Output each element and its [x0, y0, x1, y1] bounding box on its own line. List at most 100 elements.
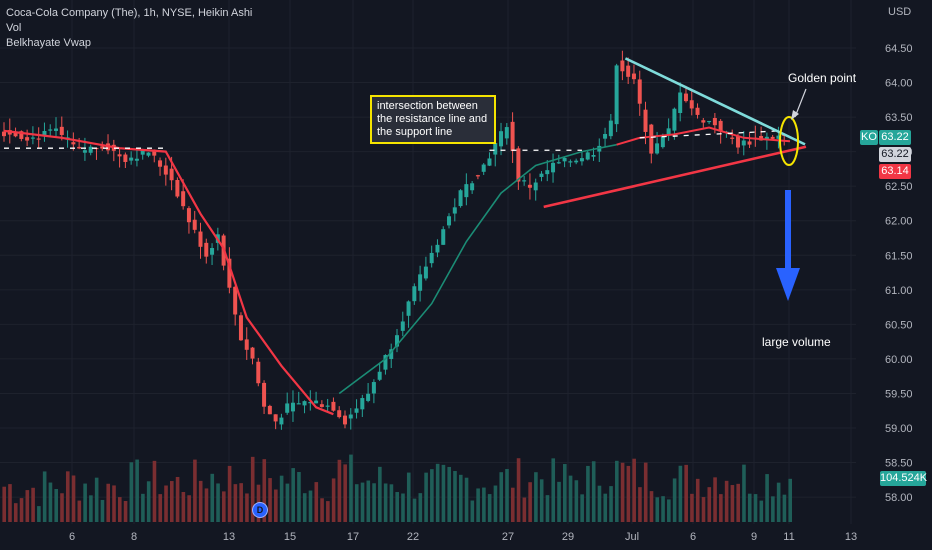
candle-body [447, 216, 452, 226]
resistance-line [624, 57, 806, 146]
candle-body [331, 401, 336, 411]
candle-body [470, 183, 475, 191]
candle-body [262, 382, 267, 407]
volume-bar [268, 478, 272, 522]
vwap-indicator-label[interactable]: Belkhayate Vwap [6, 37, 91, 49]
volume-bar [539, 479, 544, 522]
volume-bar [158, 494, 163, 522]
candle-body [435, 244, 440, 253]
volume-bar [470, 500, 475, 522]
candle-body [59, 126, 64, 135]
volume-bar [48, 482, 53, 522]
candle-body [539, 173, 544, 177]
annotation-overlay [776, 88, 807, 301]
vwap-red-segment [3, 129, 334, 416]
candle-body [389, 349, 394, 359]
volume-bar [771, 496, 775, 522]
candle-body [302, 401, 307, 406]
candle-body [643, 109, 648, 132]
support-line [543, 145, 807, 209]
volume-bar [719, 494, 723, 522]
volume-bar [435, 463, 440, 522]
candle-body [533, 182, 538, 191]
candle-body [169, 168, 174, 181]
candle-body [689, 100, 694, 109]
candle-body [458, 190, 463, 207]
volume-bar [678, 465, 683, 522]
candle-body [579, 158, 584, 162]
candle-body [186, 208, 191, 223]
grid-lines [0, 0, 856, 524]
candle-body [192, 219, 197, 230]
candle-body [210, 248, 215, 255]
volume-bar [152, 460, 157, 522]
volume-bar [308, 490, 313, 522]
volume-bar [643, 462, 648, 522]
volume-bar [545, 495, 550, 522]
candle-body [718, 120, 723, 132]
symbol-title[interactable]: Coca-Cola Company (The), 1h, NYSE, Heiki… [6, 7, 253, 19]
volume-indicator-label[interactable]: Vol [6, 22, 22, 34]
volume-bar [65, 471, 70, 522]
volume-bar [534, 472, 538, 522]
candle-body [383, 355, 388, 370]
volume-bar [464, 477, 469, 522]
symbol-tag: KO [860, 130, 878, 145]
volume-bar [759, 500, 764, 522]
price-tick-label: 59.00 [885, 423, 913, 435]
candle-body [735, 136, 740, 148]
candle-body [418, 274, 423, 291]
volume-bar [71, 475, 76, 522]
candle-body [423, 266, 428, 279]
volume-bar [239, 483, 243, 522]
candle-body [198, 231, 203, 247]
candle-body [429, 252, 434, 264]
price-tick-label: 62.50 [885, 181, 913, 193]
golden-point-pointer [794, 88, 807, 118]
down-arrow-shaft [785, 190, 791, 270]
candle-body [163, 165, 168, 175]
candle-body [77, 146, 82, 149]
volume-bar [499, 472, 504, 522]
volume-bar [343, 464, 347, 522]
candle-body [233, 286, 238, 315]
volume-bar [279, 475, 284, 522]
volume-bar [493, 485, 498, 522]
currency-label: USD [888, 6, 912, 18]
candle-body [660, 135, 665, 148]
candle-body [608, 120, 613, 137]
volume-bar [580, 494, 584, 522]
candle-body [585, 152, 590, 160]
volume-bar [551, 458, 556, 522]
candle-body [290, 402, 295, 412]
volume-bar [77, 500, 82, 522]
dividend-marker-icon[interactable]: D [252, 502, 268, 518]
volume-bar [563, 464, 567, 522]
candle-body [527, 184, 532, 188]
time-tick-label: 9 [751, 531, 757, 543]
volume-bar [250, 456, 255, 522]
candle-body [158, 160, 163, 167]
volume-bar [516, 458, 521, 522]
candle-body [747, 141, 752, 145]
volume-bar [320, 498, 324, 522]
candle-body [603, 134, 608, 139]
candle-body [256, 361, 261, 384]
candle-body [296, 403, 301, 405]
candle-body [371, 382, 376, 394]
volume-bar [430, 469, 434, 522]
volume-bar [736, 483, 740, 522]
volume-bar [632, 458, 636, 522]
volume-bar [245, 493, 249, 522]
volume-bar [557, 481, 561, 522]
volume-bar [204, 488, 209, 522]
candle-body [776, 135, 781, 139]
volume-bar [42, 471, 47, 522]
volume-bar [89, 495, 93, 522]
candle-body [181, 191, 186, 207]
time-tick-label: 22 [407, 531, 419, 543]
candle-body [683, 93, 688, 102]
candle-body [19, 131, 24, 139]
volume-bar [170, 481, 174, 522]
